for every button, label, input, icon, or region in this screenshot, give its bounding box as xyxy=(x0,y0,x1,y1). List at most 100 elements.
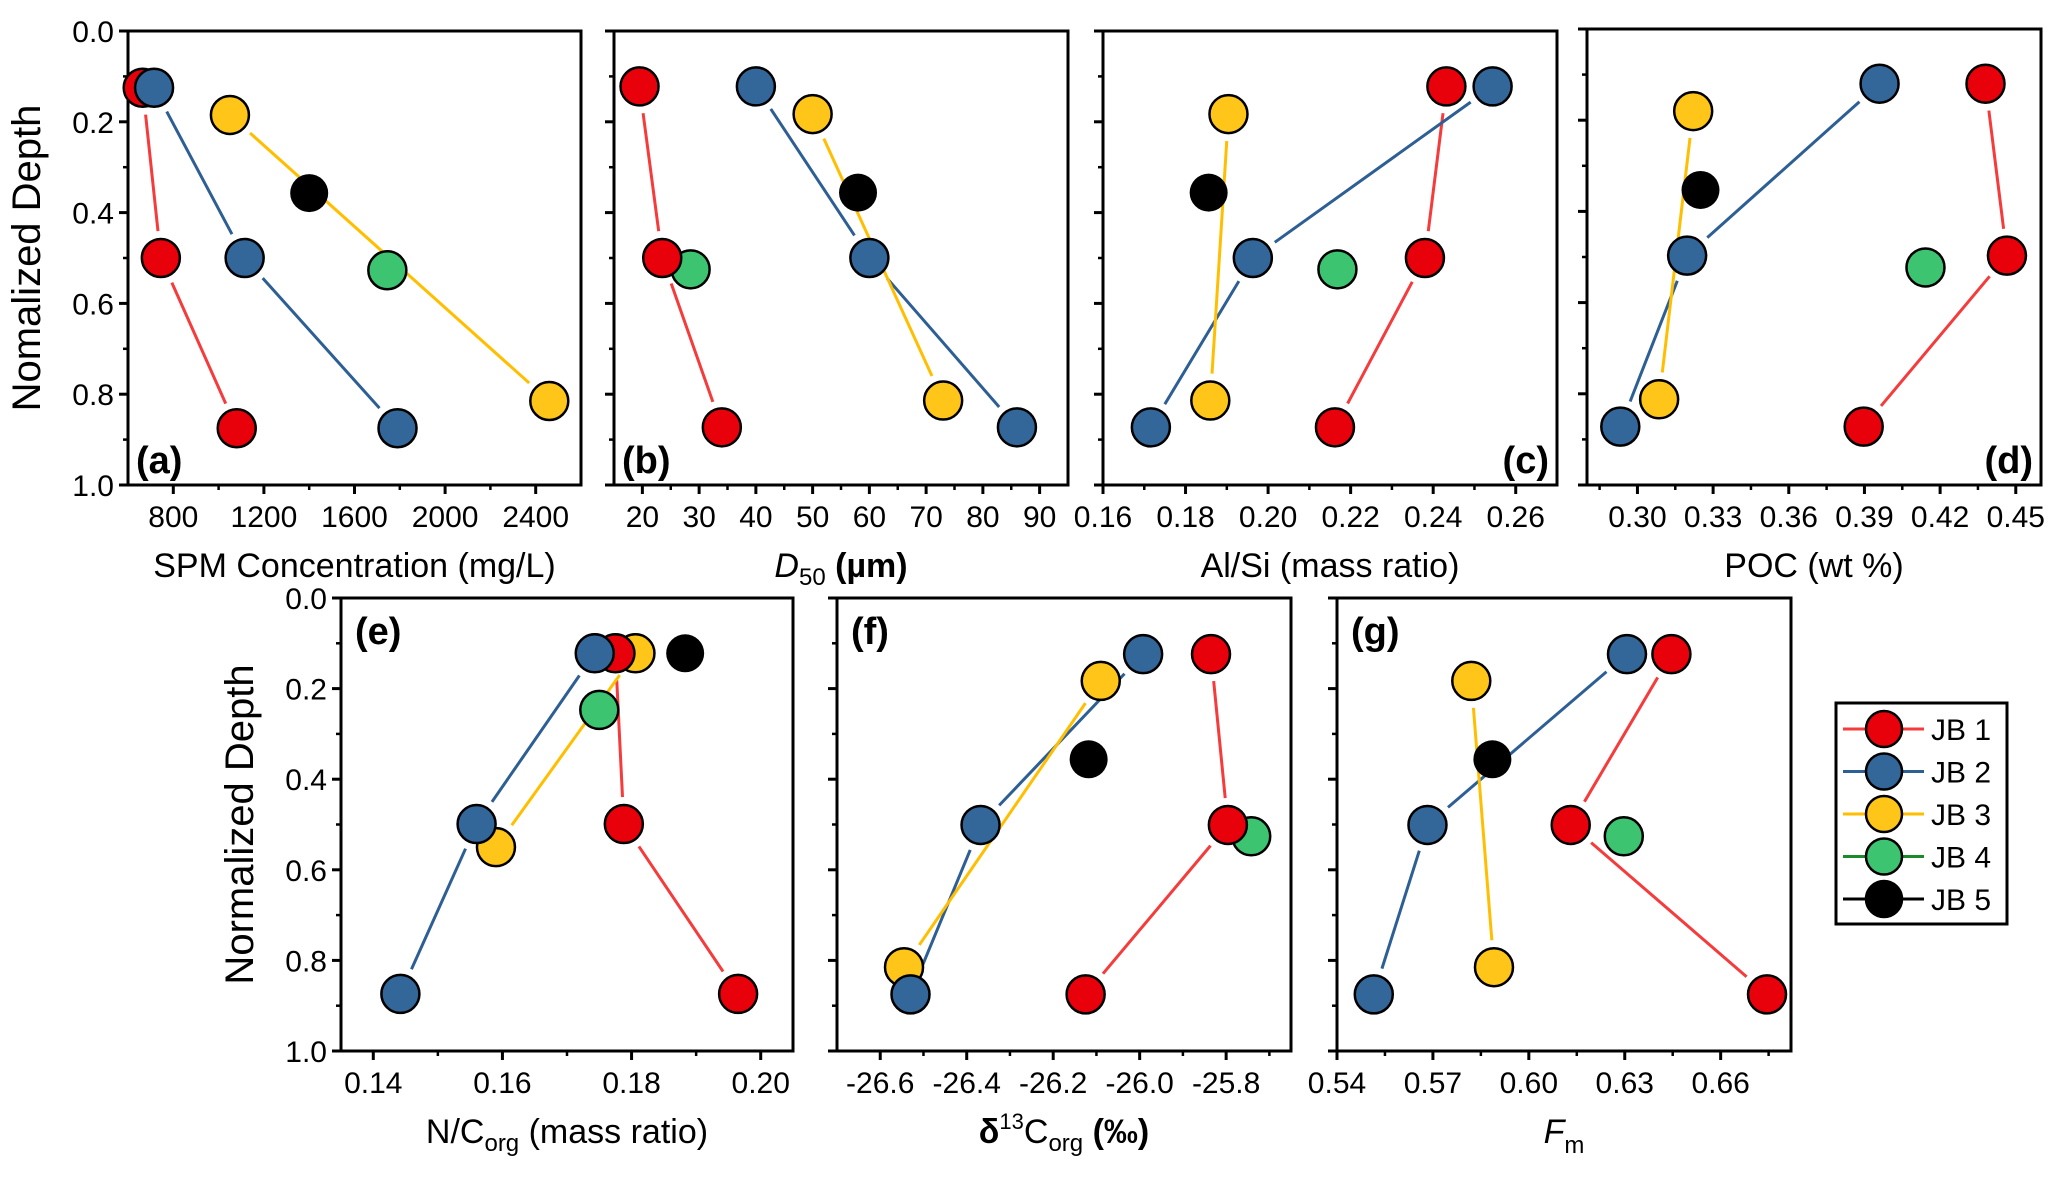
data-point-jb3 xyxy=(1451,660,1492,702)
panel-label: (e) xyxy=(355,611,401,653)
y-tick-label: 1.0 xyxy=(285,1036,327,1069)
data-point-jb3 xyxy=(1190,380,1231,421)
data-point-jb3 xyxy=(1208,93,1249,135)
panel-label: (a) xyxy=(136,440,182,482)
x-axis-title: N/Corg (mass ratio) xyxy=(426,1113,708,1157)
x-axis-title: SPM Concentration (mg/L) xyxy=(153,547,556,585)
data-point-jb4 xyxy=(367,250,408,291)
panel-f: -26.6 -26.4 -26.2 -26.0 -25.8 δ13Corg (‰) (f) xyxy=(828,596,1293,1157)
legend-item: JB 4 xyxy=(1843,837,1991,876)
y-tick-label: 1.0 xyxy=(72,470,114,503)
legend-item: JB 3 xyxy=(1843,794,1991,834)
x-tick-label: -26.0 xyxy=(1105,1067,1173,1100)
data-point-jb4 xyxy=(1905,247,1946,288)
y-tick-label: 0.8 xyxy=(72,379,114,412)
data-point-jb1 xyxy=(1843,406,1884,447)
data-point-jb4 xyxy=(1317,249,1358,290)
x-tick-label: 1600 xyxy=(321,501,388,534)
y-axis-title: Normalized Depth xyxy=(218,664,262,984)
data-point-jb2 xyxy=(1407,804,1448,846)
x-tick-label: 0.22 xyxy=(1321,501,1379,534)
data-point-jb2 xyxy=(1600,406,1641,447)
x-tick-label: 0.14 xyxy=(344,1067,402,1100)
data-point-jb1 xyxy=(717,973,759,1015)
x-tick-label: 0.57 xyxy=(1404,1067,1462,1100)
series-line-jb1 xyxy=(1212,680,1227,799)
data-point-jb2 xyxy=(1232,237,1274,279)
data-point-jb2 xyxy=(735,66,777,107)
data-point-jb2 xyxy=(1472,66,1513,107)
x-axis-title: Fm xyxy=(1544,1113,1585,1159)
series-line-jb1 xyxy=(637,845,725,973)
data-point-jb3 xyxy=(792,93,833,135)
legend-marker xyxy=(1864,879,1904,919)
legend-label: JB 3 xyxy=(1931,799,1991,832)
data-point-jb2 xyxy=(1130,407,1172,448)
panel-c: 0.16 0.18 0.20 0.22 0.24 0.26 Al/Si (mass rati… xyxy=(1074,29,1559,585)
x-tick-label: 0.63 xyxy=(1596,1067,1654,1100)
data-point-jb1 xyxy=(1404,237,1446,279)
x-tick-label: 0.26 xyxy=(1487,501,1545,534)
legend-marker xyxy=(1864,837,1904,876)
data-point-jb2 xyxy=(133,67,175,108)
series-line-jb2 xyxy=(919,849,972,970)
data-point-jb3 xyxy=(1672,90,1714,132)
x-tick-label: -26.6 xyxy=(846,1067,914,1100)
legend-label: JB 5 xyxy=(1931,884,1991,917)
y-tick-label: 0.0 xyxy=(72,16,114,49)
series-line-jb1 xyxy=(1101,844,1212,975)
panel-g: 0.54 0.57 0.60 0.63 0.66 Fm (g) xyxy=(1308,596,1793,1159)
x-tick-label: 0.54 xyxy=(1308,1067,1366,1100)
data-point-jb2 xyxy=(890,974,931,1015)
panel-label: (g) xyxy=(1351,611,1400,653)
x-tick-label: 70 xyxy=(909,501,942,534)
data-point-jb2 xyxy=(224,237,265,279)
legend-item: JB 2 xyxy=(1843,752,1991,791)
x-tick-label: 800 xyxy=(148,501,198,534)
data-point-jb4 xyxy=(1603,816,1645,857)
series-line-jb1 xyxy=(1426,112,1445,232)
legend-label: JB 1 xyxy=(1931,714,1991,747)
data-point-jb1 xyxy=(1426,66,1467,107)
data-point-jb2 xyxy=(849,237,890,279)
x-tick-label: 2000 xyxy=(412,501,479,534)
legend: JB 1 JB 2 JB 3 JB 4 JB 5 xyxy=(1834,701,2009,926)
data-point-jb1 xyxy=(1190,633,1232,675)
x-tick-label: -25.8 xyxy=(1192,1067,1260,1100)
x-tick-label: 0.24 xyxy=(1404,501,1462,534)
data-point-jb2 xyxy=(380,973,421,1015)
series-line-jb1 xyxy=(1590,841,1748,978)
series-line-jb1 xyxy=(669,282,715,403)
y-tick-label: 0.0 xyxy=(285,583,327,616)
legend-marker xyxy=(1864,794,1904,834)
legend-marker xyxy=(1864,752,1904,791)
x-tick-label: 30 xyxy=(682,501,715,534)
x-tick-label: 0.20 xyxy=(1239,501,1297,534)
x-tick-label: -26.2 xyxy=(1019,1067,1087,1100)
x-tick-label: 0.18 xyxy=(602,1067,660,1100)
x-tick-label: 0.42 xyxy=(1911,501,1969,534)
legend-label: JB 4 xyxy=(1931,842,1991,875)
y-tick-label: 0.2 xyxy=(72,107,114,140)
x-tick-label: 0.16 xyxy=(473,1067,531,1100)
panel-label: (c) xyxy=(1503,440,1549,482)
series-line-jb2 xyxy=(261,277,381,410)
data-point-jb2 xyxy=(574,633,616,674)
series-line-jb1 xyxy=(641,112,661,232)
x-tick-label: 0.20 xyxy=(732,1067,790,1100)
series-line-jb2 xyxy=(885,277,1001,408)
series-line-jb1 xyxy=(615,680,624,798)
series-line-jb1 xyxy=(170,282,228,405)
data-point-jb5 xyxy=(839,173,878,212)
x-axis-title: POC (wt %) xyxy=(1724,547,1903,585)
y-tick-label: 0.6 xyxy=(285,855,327,888)
data-point-jb1 xyxy=(1651,633,1692,675)
series-line-jb2 xyxy=(1447,670,1608,809)
series-line-jb2 xyxy=(769,108,856,237)
series-line-jb1 xyxy=(1346,281,1414,405)
data-point-jb3 xyxy=(1080,660,1122,702)
x-tick-label: 0.33 xyxy=(1684,501,1742,534)
x-tick-label: 40 xyxy=(739,501,772,534)
x-tick-label: 0.45 xyxy=(1987,501,2045,534)
